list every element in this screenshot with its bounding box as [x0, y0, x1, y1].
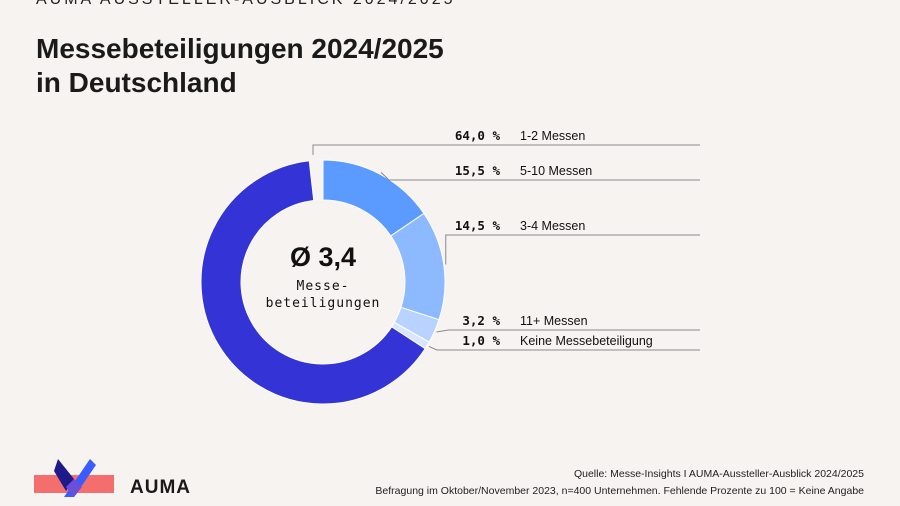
chart-title-line-2: in Deutschland — [36, 67, 237, 98]
leader-line-1-2-messen — [312, 144, 700, 155]
footer-source: Quelle: Messe-Insights I AUMA-Aussteller… — [573, 468, 864, 480]
category-label-keine-messebeteiligung: Keine Messebeteiligung — [520, 334, 653, 348]
auma-logo-icon — [34, 459, 114, 497]
leader-lines — [312, 144, 700, 351]
center-value: Ø 3,4 — [290, 242, 356, 272]
supertitle: AUMA AUSSTELLER-AUSBLICK 2024/2025 — [36, 0, 456, 9]
value-label-3-4-messen: 14,5 % — [455, 218, 501, 233]
center-label-line-2: beteiligungen — [266, 296, 381, 311]
category-label-11-messen: 11+ Messen — [520, 314, 588, 328]
category-label-1-2-messen: 1-2 Messen — [520, 129, 585, 143]
chart-title: Messebeteiligungen 2024/2025 in Deutschl… — [36, 32, 444, 100]
category-label-3-4-messen: 3-4 Messen — [520, 219, 585, 233]
leader-line-5-10-messen — [380, 172, 700, 181]
center-label-line-1: Messe- — [297, 279, 350, 294]
chart-title-line-1: Messebeteiligungen 2024/2025 — [36, 33, 444, 64]
leader-line-11-messen — [436, 329, 700, 333]
slice-1-2-messen — [200, 160, 426, 405]
value-label-5-10-messen: 15,5 % — [455, 163, 501, 178]
donut-slices — [200, 159, 446, 405]
leader-line-3-4-messen — [445, 234, 700, 265]
footer: Quelle: Messe-Insights I AUMA-Aussteller… — [375, 466, 864, 500]
value-label-11-messen: 3,2 % — [462, 313, 500, 328]
value-label-1-2-messen: 64,0 % — [455, 128, 501, 143]
leader-line-keine-messebeteiligung — [428, 346, 700, 351]
legend-labels: 64,0 % 1-2 Messen 15,5 % 5-10 Messen 14,5 % 3… — [455, 128, 653, 348]
category-label-5-10-messen: 5-10 Messen — [520, 164, 592, 178]
value-label-keine-messebeteiligung: 1,0 % — [462, 333, 500, 348]
footer-note: Befragung im Oktober/November 2023, n=40… — [375, 485, 864, 497]
brand-name: AUMA — [130, 477, 191, 498]
